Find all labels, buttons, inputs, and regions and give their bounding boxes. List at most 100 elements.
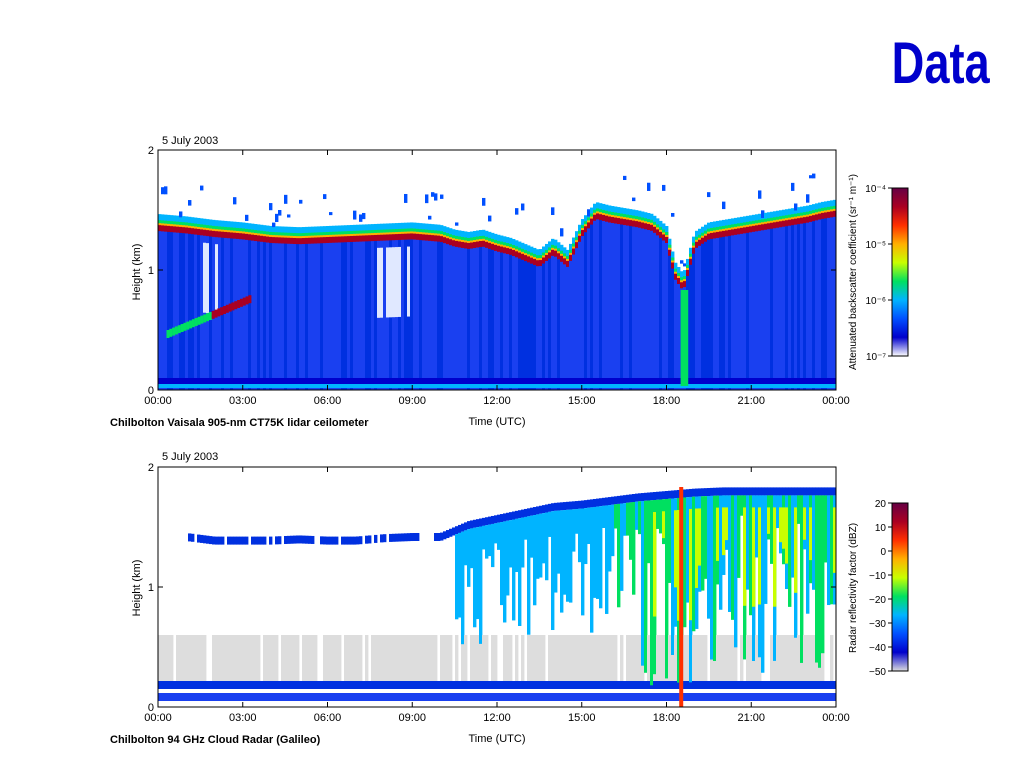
lidar-cell bbox=[482, 197, 486, 206]
lidar-cell bbox=[233, 197, 237, 205]
radar-cell bbox=[197, 681, 201, 689]
lidar-cell bbox=[386, 378, 390, 384]
lidar-cell bbox=[812, 215, 816, 222]
lidar-cell bbox=[587, 384, 591, 388]
lidar-cell bbox=[419, 378, 423, 384]
lidar-cell bbox=[245, 236, 249, 390]
lidar-cell bbox=[788, 208, 792, 219]
radar-cell bbox=[608, 681, 612, 689]
radar-cell bbox=[479, 681, 483, 689]
lidar-cell bbox=[269, 203, 273, 211]
lidar-cell bbox=[785, 223, 789, 390]
x-tick-label: 00:00 bbox=[144, 712, 172, 724]
lidar-cell bbox=[794, 378, 798, 384]
radar-cell bbox=[245, 693, 249, 701]
lidar-cell bbox=[740, 227, 744, 234]
radar-cell bbox=[284, 681, 288, 689]
lidar-cell bbox=[692, 236, 696, 247]
lidar-cell bbox=[722, 230, 726, 237]
lidar-cell bbox=[635, 378, 639, 384]
lidar-cell bbox=[638, 384, 642, 388]
lidar-cell bbox=[560, 258, 564, 390]
lidar-cell bbox=[602, 378, 606, 384]
lidar-cell bbox=[707, 384, 711, 388]
radar-cell bbox=[233, 635, 237, 683]
lidar-cell bbox=[587, 222, 591, 229]
radar-cell bbox=[704, 635, 708, 683]
lidar-cell bbox=[275, 226, 279, 237]
radar-cell bbox=[308, 535, 312, 544]
y-tick-label: 0 bbox=[148, 385, 154, 397]
radar-cell bbox=[332, 681, 336, 689]
radar-cell bbox=[518, 681, 522, 689]
radar-cell bbox=[728, 681, 732, 689]
lidar-cell bbox=[485, 378, 489, 384]
lidar-cell bbox=[284, 378, 288, 384]
radar-cell bbox=[464, 530, 468, 566]
lidar-cell bbox=[383, 237, 387, 390]
radar-cell bbox=[701, 635, 705, 683]
lidar-cell bbox=[362, 224, 366, 235]
radar-cell bbox=[686, 635, 690, 683]
lidar-cell bbox=[239, 236, 243, 390]
radar-cell bbox=[200, 635, 204, 683]
radar-cell bbox=[188, 635, 192, 683]
radar-cell bbox=[365, 635, 369, 683]
radar-cell bbox=[464, 522, 468, 531]
lidar-cell bbox=[503, 384, 507, 388]
lidar-cell bbox=[800, 217, 804, 224]
radar-cell bbox=[773, 507, 777, 607]
radar-cell bbox=[665, 491, 669, 499]
radar-cell bbox=[821, 693, 825, 701]
lidar-cell bbox=[809, 378, 813, 384]
radar-cell bbox=[254, 681, 258, 689]
lidar-cell bbox=[215, 231, 219, 238]
lidar-cell bbox=[305, 240, 309, 390]
lidar-cell bbox=[500, 249, 504, 390]
lidar-cell bbox=[794, 203, 798, 211]
lidar-cell bbox=[737, 378, 741, 384]
lidar-cell bbox=[578, 378, 582, 384]
radar-cell bbox=[440, 532, 444, 541]
lidar-cell bbox=[698, 378, 702, 384]
lidar-cell bbox=[395, 223, 399, 234]
radar-cell bbox=[215, 693, 219, 701]
radar-cell bbox=[533, 635, 537, 683]
radar-cell bbox=[383, 681, 387, 689]
lidar-cell bbox=[479, 384, 483, 388]
radar-cell bbox=[386, 635, 390, 683]
lidar-cell bbox=[809, 175, 813, 179]
radar-cell bbox=[545, 512, 549, 581]
lidar-cell bbox=[419, 237, 423, 390]
lidar-cell bbox=[749, 215, 753, 226]
radar-cell bbox=[773, 681, 777, 689]
lidar-cell bbox=[194, 217, 198, 228]
radar-cell bbox=[278, 536, 282, 545]
radar-cell bbox=[695, 635, 699, 683]
lidar-cell bbox=[176, 229, 180, 390]
radar-cell bbox=[782, 693, 786, 701]
lidar-cell bbox=[404, 193, 408, 203]
radar-cell bbox=[377, 635, 381, 683]
lidar-cell bbox=[485, 230, 489, 241]
lidar-cell bbox=[473, 378, 477, 384]
radar-cell bbox=[755, 487, 759, 496]
lidar-cell bbox=[677, 277, 681, 284]
radar-cell bbox=[662, 511, 666, 539]
radar-cell bbox=[722, 635, 726, 683]
lidar-cell bbox=[524, 258, 528, 390]
lidar-cell bbox=[812, 378, 816, 384]
radar-cell bbox=[734, 487, 738, 496]
lidar-cell bbox=[356, 378, 360, 384]
lidar-cell bbox=[821, 384, 825, 388]
lidar-cell bbox=[743, 216, 747, 227]
lidar-cell bbox=[761, 384, 765, 388]
radar-cell bbox=[785, 693, 789, 701]
lidar-cell bbox=[611, 384, 615, 388]
radar-cell bbox=[353, 693, 357, 701]
lidar-cell bbox=[380, 234, 384, 241]
radar-cell bbox=[266, 693, 270, 701]
radar-cell bbox=[632, 635, 636, 683]
radar-cell bbox=[779, 693, 783, 701]
lidar-cell bbox=[503, 247, 507, 254]
